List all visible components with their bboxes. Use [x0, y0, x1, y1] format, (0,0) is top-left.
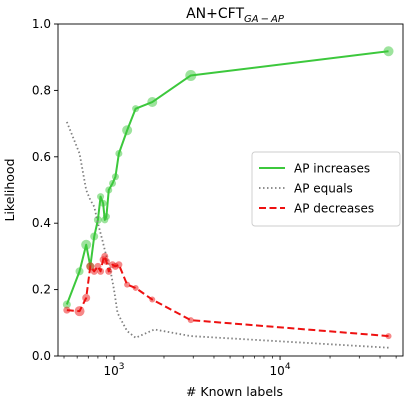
plot-area [57, 23, 404, 357]
data-point [109, 179, 117, 187]
data-point [147, 97, 158, 108]
data-point [75, 267, 84, 276]
data-point [97, 267, 105, 275]
x-axis-label: # Known labels [186, 384, 283, 399]
data-point [105, 267, 113, 275]
y-tick-label: 0.0 [32, 349, 51, 363]
data-point [102, 213, 110, 221]
data-point [97, 193, 105, 201]
data-point [105, 186, 113, 194]
legend-box [251, 151, 401, 227]
legend-label: AP increases [294, 162, 370, 176]
data-point [132, 105, 140, 113]
x-tick-label: 103 [103, 362, 124, 378]
series-line [66, 121, 389, 349]
x-tick-label-base: 10 [103, 364, 118, 378]
x-tick-label-exponent: 3 [119, 362, 125, 372]
data-point [132, 284, 139, 291]
data-point [122, 125, 133, 136]
data-point [90, 267, 98, 275]
legend-label: AP decreases [294, 202, 374, 216]
data-point [102, 257, 110, 265]
data-point [111, 173, 119, 181]
y-tick-label: 0.6 [32, 150, 51, 164]
y-tick-label: 0.4 [32, 216, 51, 230]
data-point [185, 69, 197, 81]
y-tick-label: 0.2 [32, 283, 51, 297]
data-point [81, 239, 92, 250]
y-tick-label: 0.8 [32, 83, 51, 97]
data-point [149, 296, 156, 303]
data-point [187, 317, 194, 324]
data-point [74, 306, 85, 317]
data-point [115, 149, 123, 157]
x-axis: 103 104 [63, 356, 397, 378]
legend-label: AP equals [294, 182, 353, 196]
y-tick-label: 1.0 [32, 17, 51, 31]
chart-title: AN+CFTGA − AP [186, 6, 285, 25]
data-point [115, 261, 123, 269]
data-point [93, 215, 102, 224]
data-point [62, 300, 71, 309]
data-point [63, 306, 71, 314]
legend: AP increases AP equals AP decreases [251, 151, 401, 227]
data-point [90, 232, 99, 241]
y-axis-label: Likelihood [2, 158, 17, 221]
chart-title-main: AN+CFT [186, 6, 244, 22]
x-tick-label-base: 10 [270, 364, 285, 378]
data-point [82, 293, 91, 302]
chart-title-subscript: GA − AP [244, 14, 285, 25]
x-tick-label-exponent: 4 [285, 362, 291, 372]
data-point [99, 199, 107, 207]
data-point [383, 46, 394, 57]
data-point [385, 333, 392, 340]
y-axis: 0.0 0.2 0.4 0.6 0.8 1.0 [32, 17, 58, 363]
svg-text:AN+CFTGA − AP: AN+CFTGA − AP [186, 6, 285, 25]
series-layer [62, 46, 394, 349]
data-point [86, 262, 95, 271]
x-tick-label: 104 [270, 362, 291, 378]
data-point [124, 281, 131, 288]
